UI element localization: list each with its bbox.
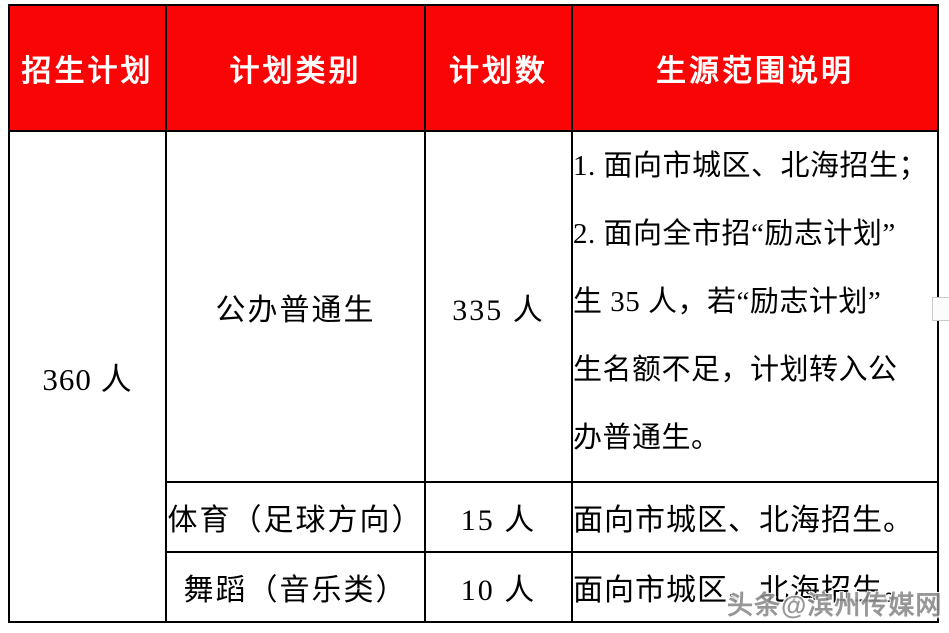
desc-line: 生名额不足，计划转入公 — [573, 354, 898, 386]
header-cell-plan-count: 计划数 — [424, 4, 573, 132]
desc-line: 生 35 人，若“励志计划” — [573, 286, 882, 318]
total-plan-cell: 360 人 — [8, 130, 167, 623]
desc-line: 2. 面向全市招“励志计划” — [573, 218, 896, 250]
desc-cell-public-general: 1. 面向市城区、北海招生； 2. 面向全市招“励志计划” 生 35 人，若“励… — [571, 130, 939, 483]
header-cell-enrollment-plan: 招生计划 — [8, 4, 167, 132]
category-cell-dance: 舞蹈（音乐类） — [165, 551, 426, 623]
desc-cell-sports: 面向市城区、北海招生。 — [571, 481, 939, 553]
header-cell-source-scope: 生源范围说明 — [571, 4, 939, 132]
table-row-sports-football: 体育（足球方向） 15 人 面向市城区、北海招生。 — [9, 481, 939, 553]
desc-line: 1. 面向市城区、北海招生； — [573, 150, 929, 182]
enrollment-plan-table: 招生计划 计划类别 计划数 生源范围说明 360 人 公办普通生 335 人 1… — [8, 4, 939, 623]
desc-line: 办普通生。 — [573, 422, 721, 454]
table-row-public-general: 360 人 公办普通生 335 人 1. 面向市城区、北海招生； 2. 面向全市… — [8, 130, 939, 623]
category-cell-public-general: 公办普通生 — [165, 130, 426, 483]
count-cell-public-general: 335 人 — [424, 130, 573, 483]
category-cell-sports: 体育（足球方向） — [165, 481, 426, 553]
scan-artifact-notch — [932, 297, 949, 321]
table-row-dance-music: 舞蹈（音乐类） 10 人 面向市城区、北海招生。 — [9, 551, 939, 623]
desc-cell-dance: 面向市城区、北海招生。 — [571, 551, 939, 623]
count-cell-dance: 10 人 — [424, 551, 573, 623]
header-row: 招生计划 计划类别 计划数 生源范围说明 — [8, 4, 939, 132]
count-cell-sports: 15 人 — [424, 481, 573, 553]
watermark: 头条@滨州传媒网 — [727, 590, 943, 620]
header-cell-plan-category: 计划类别 — [165, 4, 426, 132]
